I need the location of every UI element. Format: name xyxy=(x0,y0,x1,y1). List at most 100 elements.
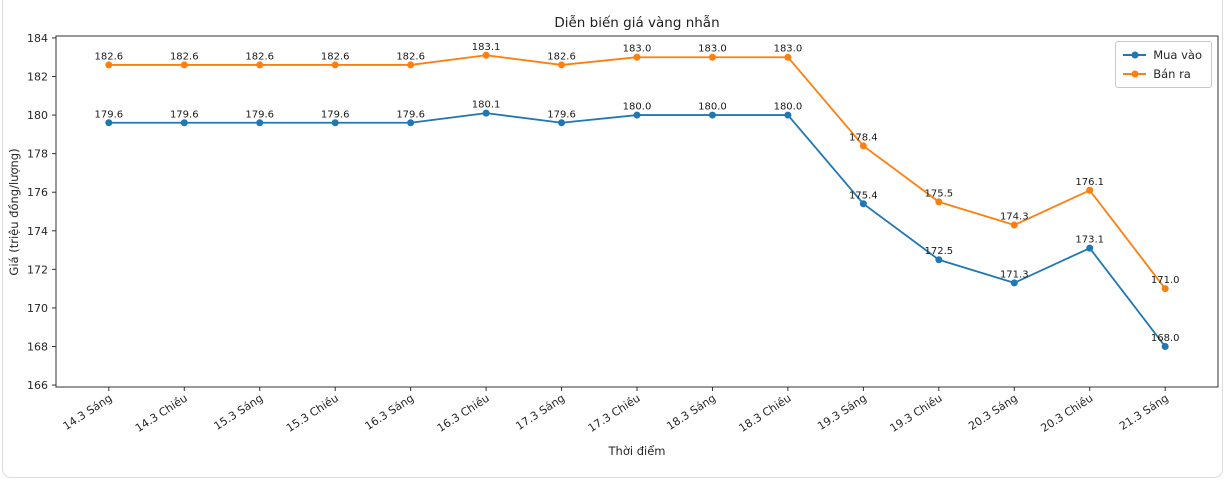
point-label: 176.1 xyxy=(1075,177,1104,188)
point-label: 182.6 xyxy=(547,51,576,62)
data-point-marker xyxy=(708,111,716,119)
data-point-marker xyxy=(708,53,716,61)
y-tick-label: 172 xyxy=(27,263,48,276)
data-point-marker xyxy=(407,119,415,127)
data-point-marker xyxy=(784,53,792,61)
y-tick-label: 166 xyxy=(27,379,48,392)
data-point-marker xyxy=(558,61,566,69)
data-point-marker xyxy=(784,111,792,119)
series-0: 179.6 179.6 179.6 179.6 179.6 180.1 179.6 180.0… xyxy=(94,100,1180,350)
data-point-marker xyxy=(256,119,264,127)
point-label: 180.1 xyxy=(472,100,501,111)
point-label: 183.0 xyxy=(698,44,727,55)
data-point-marker xyxy=(331,119,339,127)
series-line xyxy=(108,54,1166,290)
x-tick-label: 15.3 Chiều xyxy=(284,392,341,435)
data-point-marker xyxy=(859,142,867,150)
x-tick-label: 14.3 Chiều xyxy=(133,392,190,435)
point-label: 172.5 xyxy=(924,246,953,257)
x-tick-label: 21.3 Sáng xyxy=(1117,392,1171,433)
data-point-marker xyxy=(558,119,566,127)
point-label: 182.6 xyxy=(245,51,274,62)
data-point-marker xyxy=(331,61,339,69)
x-tick-label: 16.3 Chiều xyxy=(435,392,492,435)
legend-dot xyxy=(1131,51,1139,59)
y-tick-label: 182 xyxy=(27,71,48,84)
legend-item-ban-ra: Bán ra xyxy=(1123,67,1202,81)
x-tick-label: 16.3 Sáng xyxy=(362,392,416,433)
point-label: 171.0 xyxy=(1151,275,1180,286)
x-tick-label: 19.3 Chiều xyxy=(888,392,945,435)
point-label: 174.3 xyxy=(1000,212,1029,223)
series-1: 182.6 182.6 182.6 182.6 182.6 183.1 182.6 183.0… xyxy=(94,42,1180,293)
line-marker-icon xyxy=(1123,51,1147,60)
data-point-marker xyxy=(482,51,490,59)
data-point-marker xyxy=(482,109,490,117)
point-label: 179.6 xyxy=(321,109,350,120)
line-marker-icon xyxy=(1123,70,1147,79)
data-point-marker xyxy=(105,61,113,69)
data-point-marker xyxy=(1086,186,1094,194)
point-label: 178.4 xyxy=(849,132,878,143)
point-label: 179.6 xyxy=(547,109,576,120)
x-tick-label: 18.3 Sáng xyxy=(664,392,718,433)
x-axis-label: Thời điểm xyxy=(608,444,666,458)
point-label: 173.1 xyxy=(1075,235,1104,246)
data-point-marker xyxy=(859,200,867,208)
data-point-marker xyxy=(105,119,113,127)
legend: Mua vào Bán ra xyxy=(1115,41,1212,88)
data-point-marker xyxy=(180,61,188,69)
point-label: 179.6 xyxy=(245,109,274,120)
x-tick-label: 17.3 Sáng xyxy=(513,392,567,433)
data-point-marker xyxy=(180,119,188,127)
data-point-marker xyxy=(633,111,641,119)
point-label: 175.5 xyxy=(924,188,953,199)
y-axis: 166 168 170 172 174 176 178 180 182 184 xyxy=(27,32,56,392)
data-point-marker xyxy=(1010,279,1018,287)
data-point-marker xyxy=(633,53,641,61)
point-label: 179.6 xyxy=(94,109,123,120)
point-label: 183.0 xyxy=(623,44,652,55)
y-tick-label: 178 xyxy=(27,148,48,161)
point-label: 171.3 xyxy=(1000,269,1029,280)
data-point-marker xyxy=(935,198,943,206)
y-tick-label: 174 xyxy=(27,225,48,238)
legend-dot xyxy=(1131,70,1139,78)
x-tick-label: 20.3 Sáng xyxy=(966,392,1020,433)
data-point-marker xyxy=(407,61,415,69)
point-label: 182.6 xyxy=(321,51,350,62)
legend-item-mua-vao: Mua vào xyxy=(1123,48,1202,62)
point-label: 180.0 xyxy=(623,102,652,113)
series-line xyxy=(108,112,1166,348)
y-tick-label: 180 xyxy=(27,109,48,122)
data-point-marker xyxy=(935,256,943,264)
point-label: 183.0 xyxy=(774,44,803,55)
point-label: 179.6 xyxy=(396,109,425,120)
data-point-marker xyxy=(1161,285,1169,293)
point-label: 168.0 xyxy=(1151,333,1180,344)
point-label: 179.6 xyxy=(170,109,199,120)
x-tick-label: 14.3 Sáng xyxy=(61,392,115,433)
point-label: 182.6 xyxy=(94,51,123,62)
data-point-marker xyxy=(1161,343,1169,350)
y-tick-label: 176 xyxy=(27,186,48,199)
y-tick-label: 170 xyxy=(27,302,48,315)
data-point-marker xyxy=(1086,244,1094,252)
x-tick-label: 20.3 Chiều xyxy=(1038,392,1095,435)
x-tick-label: 19.3 Sáng xyxy=(815,392,869,433)
x-tick-label: 18.3 Chiều xyxy=(737,392,794,435)
data-point-marker xyxy=(1010,221,1018,229)
point-label: 175.4 xyxy=(849,190,878,201)
y-tick-label: 168 xyxy=(27,341,48,354)
point-label: 180.0 xyxy=(774,102,803,113)
point-label: 180.0 xyxy=(698,102,727,113)
data-point-marker xyxy=(256,61,264,69)
point-label: 182.6 xyxy=(170,51,199,62)
x-tick-label: 15.3 Sáng xyxy=(212,392,266,433)
legend-label-ban-ra: Bán ra xyxy=(1153,67,1191,81)
point-label: 183.1 xyxy=(472,42,501,53)
legend-label-mua-vao: Mua vào xyxy=(1153,48,1202,62)
point-label: 182.6 xyxy=(396,51,425,62)
